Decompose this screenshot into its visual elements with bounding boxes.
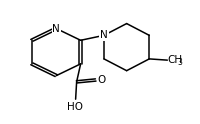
- Text: CH: CH: [167, 55, 182, 64]
- Text: O: O: [97, 75, 105, 85]
- Text: 3: 3: [176, 58, 181, 67]
- Text: N: N: [52, 24, 60, 33]
- Text: N: N: [100, 30, 107, 40]
- Text: HO: HO: [66, 102, 82, 112]
